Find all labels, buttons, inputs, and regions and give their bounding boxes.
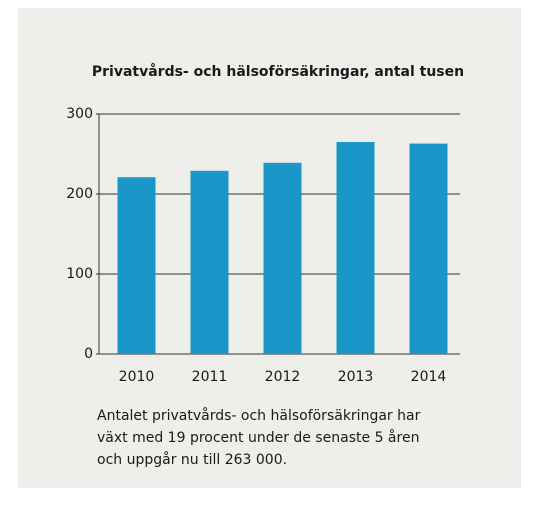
x-tick-label: 2012 [265,369,301,385]
x-tick-label: 2014 [411,369,447,385]
caption-line: växt med 19 procent under de senaste 5 å… [97,429,419,446]
bar [263,162,302,354]
y-tick-label: 100 [66,266,93,282]
y-tick-label: 200 [66,186,93,202]
x-tick-label: 2010 [119,369,155,385]
y-tick-label: 300 [66,106,93,122]
caption-line: och uppgår nu till 263 000. [97,451,287,468]
caption-line: Antalet privatvårds- och hälsoförsäkring… [97,407,421,424]
x-tick-label: 2011 [192,369,228,385]
bar [409,143,448,354]
bar [336,142,375,354]
bar [190,170,229,354]
x-tick-label: 2013 [338,369,374,385]
chart-title: Privatvårds- och hälsoförsäkringar, anta… [92,63,464,80]
y-tick-label: 0 [84,346,93,362]
bar [117,177,156,354]
